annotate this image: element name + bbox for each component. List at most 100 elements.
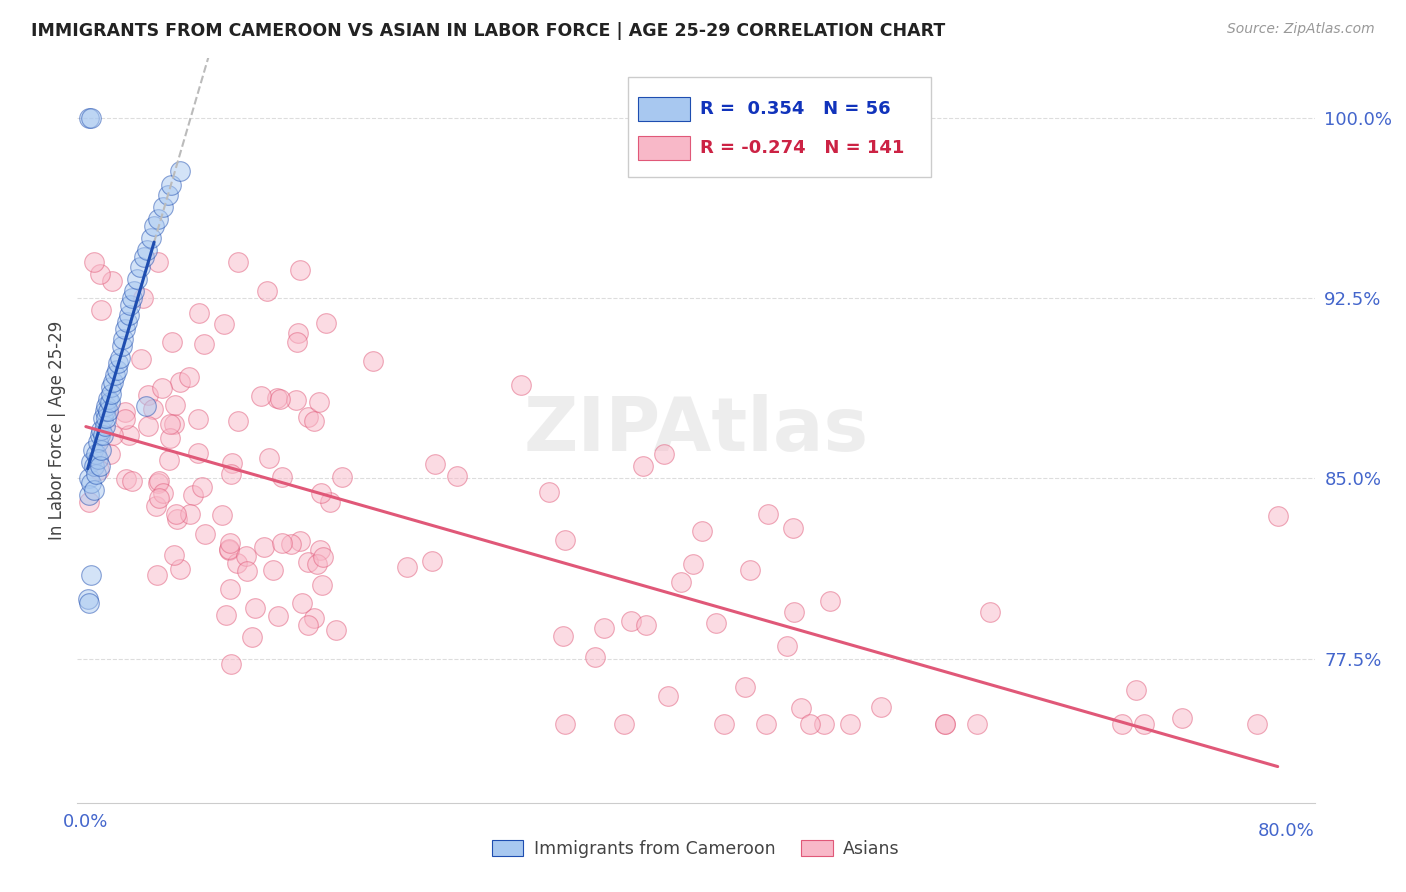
Point <box>112 332 135 346</box>
Point <box>756 508 779 522</box>
Point <box>211 508 233 522</box>
Point <box>657 690 679 704</box>
Point <box>236 564 259 578</box>
Point <box>98 394 121 409</box>
Point <box>1125 683 1147 698</box>
Point <box>146 211 169 226</box>
Point <box>89 428 111 442</box>
Point <box>620 614 643 628</box>
Point <box>799 716 821 731</box>
Text: R =  0.354   N = 56: R = 0.354 N = 56 <box>700 101 890 119</box>
Point <box>789 701 811 715</box>
Point <box>93 404 115 418</box>
Point <box>551 629 574 643</box>
Point <box>77 596 100 610</box>
Point <box>148 474 170 488</box>
Point <box>150 381 173 395</box>
Point <box>262 564 284 578</box>
Point <box>100 380 122 394</box>
Point <box>249 389 271 403</box>
Point <box>245 600 267 615</box>
Point <box>221 456 243 470</box>
Point <box>188 306 211 320</box>
Point <box>240 631 263 645</box>
Point <box>219 657 242 671</box>
Point <box>146 568 169 582</box>
Point <box>308 395 330 409</box>
Point <box>114 405 136 419</box>
Point <box>156 188 179 202</box>
Point <box>108 351 131 366</box>
Point <box>297 555 319 569</box>
Point <box>325 623 347 637</box>
Point <box>270 469 292 483</box>
Point <box>163 548 186 562</box>
Point <box>80 567 103 582</box>
Point <box>425 458 447 472</box>
Legend: Immigrants from Cameroon, Asians: Immigrants from Cameroon, Asians <box>485 833 907 865</box>
Point <box>636 618 658 632</box>
Point <box>934 716 956 731</box>
Text: R = -0.274   N = 141: R = -0.274 N = 141 <box>700 139 904 157</box>
Point <box>135 400 157 414</box>
Point <box>839 716 862 731</box>
Point <box>120 298 142 312</box>
Point <box>585 649 607 664</box>
Point <box>219 536 242 550</box>
Point <box>83 255 105 269</box>
Point <box>169 164 191 178</box>
Point <box>129 352 152 367</box>
Point <box>288 533 311 548</box>
Point <box>145 500 167 514</box>
Text: IMMIGRANTS FROM CAMEROON VS ASIAN IN LABOR FORCE | AGE 25-29 CORRELATION CHART: IMMIGRANTS FROM CAMEROON VS ASIAN IN LAB… <box>31 22 945 40</box>
Point <box>90 303 112 318</box>
Point <box>1170 711 1192 725</box>
Point <box>146 255 169 269</box>
Point <box>83 483 105 498</box>
Point <box>187 412 209 426</box>
Point <box>96 400 118 414</box>
Point <box>91 411 114 425</box>
Point <box>142 402 165 417</box>
Text: ZIPAtlas: ZIPAtlas <box>523 394 869 467</box>
Point <box>934 716 956 731</box>
Point <box>89 267 111 281</box>
Point <box>163 417 186 431</box>
Point <box>818 593 841 607</box>
Point <box>226 255 249 269</box>
Point <box>148 491 170 505</box>
Point <box>704 615 727 630</box>
Point <box>91 428 114 442</box>
Point <box>783 605 806 619</box>
Text: 80.0%: 80.0% <box>1258 822 1315 840</box>
Point <box>302 611 325 625</box>
Point <box>266 392 288 406</box>
Point <box>179 369 201 384</box>
Point <box>104 368 127 383</box>
Point <box>284 392 307 407</box>
Point <box>271 536 294 550</box>
Point <box>165 398 187 412</box>
Point <box>101 376 124 390</box>
Point <box>105 363 128 377</box>
Point <box>100 387 122 401</box>
Point <box>1267 508 1289 523</box>
Point <box>554 716 576 731</box>
Point <box>226 414 249 428</box>
Point <box>315 316 337 330</box>
Point <box>218 542 240 557</box>
Point <box>1246 716 1268 731</box>
Point <box>159 431 181 445</box>
Point <box>740 563 762 577</box>
Point <box>97 392 120 406</box>
Point <box>129 260 152 274</box>
Point <box>80 476 103 491</box>
Point <box>97 404 120 418</box>
Point <box>80 111 103 125</box>
Point <box>152 200 174 214</box>
Point <box>537 485 560 500</box>
Point <box>115 315 138 329</box>
Point <box>287 335 309 350</box>
Point <box>256 284 278 298</box>
Point <box>966 716 988 731</box>
